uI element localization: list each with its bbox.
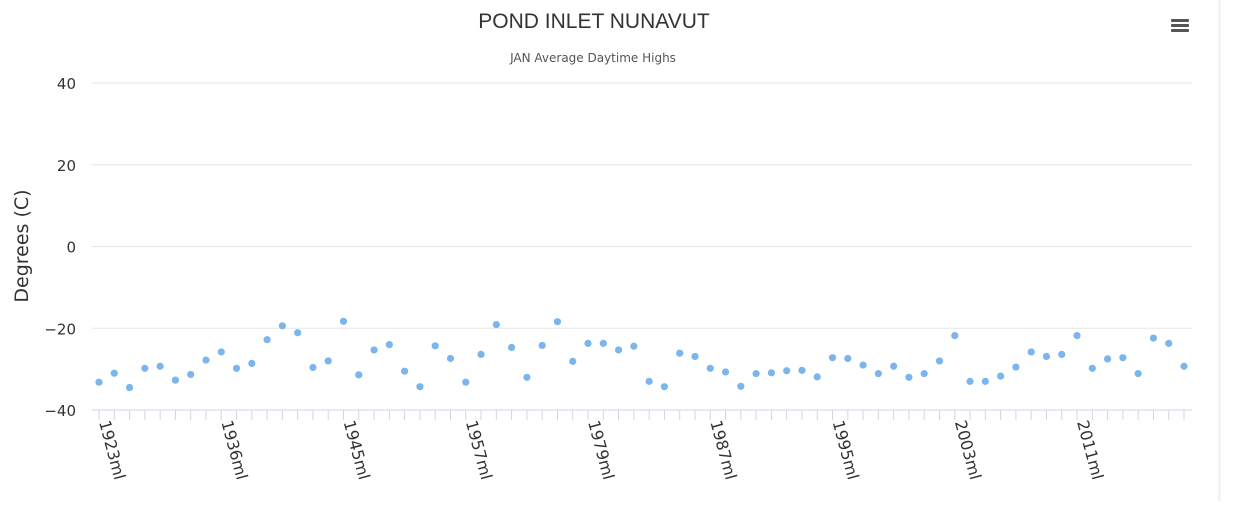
data-point [141,364,149,372]
data-point [905,373,913,381]
data-point [874,370,882,378]
data-point [202,356,210,364]
x-tick-label: 1995ml [829,418,863,482]
data-point [828,354,837,362]
data-point [446,354,455,363]
data-point [1058,350,1066,359]
x-tick-label: 1945ml [340,418,374,482]
data-point [813,373,821,381]
data-point [553,318,562,326]
data-point [981,377,989,385]
data-point [599,339,607,347]
y-tick-label: 20 [57,157,76,175]
data-point [737,382,745,390]
data-point [401,367,409,375]
data-point [232,364,241,372]
data-point [752,370,760,378]
data-point [706,364,714,372]
x-axis: 1923ml 1936ml 1945ml 1957ml 1979ml 1987ml 1995… [92,409,1192,482]
data-point [416,383,424,391]
data-point [997,372,1005,380]
data-point [660,383,669,391]
right-divider [1218,0,1221,501]
data-point [1073,332,1081,340]
data-point [676,349,684,357]
data-point [1042,352,1051,361]
chart-title: POND INLET NUNAVUT [478,10,710,33]
data-point [278,322,286,330]
x-tick-label: 1936ml [217,418,251,482]
data-point [294,329,302,337]
data-point [370,346,378,354]
data-point [1180,362,1188,370]
x-tick-label: 2011ml [1073,418,1107,482]
data-point [1149,334,1158,342]
y-tick-label: −20 [44,320,76,338]
data-point [1088,364,1096,372]
data-point [569,357,577,365]
data-point [523,373,531,381]
y-tick-labels: 40 20 0 −20 −40 [44,75,76,420]
y-tick-label: 40 [57,75,76,93]
y-tick-label: −40 [44,402,76,420]
y-axis-label: Degrees (C) [11,189,33,302]
data-point [477,350,485,359]
data-point [355,371,363,379]
data-point [125,383,134,392]
data-point [721,368,730,376]
data-point [920,370,928,378]
data-point [844,354,852,363]
data-point [217,348,225,356]
data-point [1103,355,1112,363]
data-points [95,317,1188,392]
data-point [691,352,699,361]
data-point [309,363,317,372]
data-point [324,357,332,365]
data-point [630,342,638,350]
data-point [171,376,180,384]
data-point [859,361,867,369]
menu-icon[interactable] [1166,13,1194,39]
data-point [645,377,653,385]
data-point [156,362,164,370]
data-point [890,362,898,370]
data-point [462,378,470,386]
data-point [492,320,500,329]
data-point [95,378,103,386]
x-tick-label: 1957ml [462,418,496,482]
x-tick-label: 2003ml [951,418,985,482]
data-point [187,370,195,379]
data-point [767,369,775,377]
chart-subtitle: JAN Average Daytime Highs [509,51,676,65]
data-point [798,366,806,374]
data-point [783,367,791,375]
data-point [1027,348,1035,356]
x-tick-label: 1979ml [584,418,618,482]
x-tick-label: 1923ml [95,418,129,482]
x-tick-label: 1987ml [706,418,740,482]
grid-lines [92,82,1192,411]
data-point [1012,363,1020,371]
data-point [951,332,959,340]
y-tick-label: 0 [66,239,76,257]
data-point [935,357,944,365]
data-point [339,317,348,325]
data-point [1165,339,1173,347]
data-point [1134,370,1142,378]
data-point [966,377,974,385]
data-point [538,341,546,350]
data-point [614,346,623,354]
data-point [431,342,439,350]
data-point [110,369,118,377]
data-point [385,341,393,349]
data-point [1119,354,1127,362]
data-point [584,339,592,347]
data-point [263,336,271,344]
data-point [508,343,516,352]
data-point [248,359,256,368]
